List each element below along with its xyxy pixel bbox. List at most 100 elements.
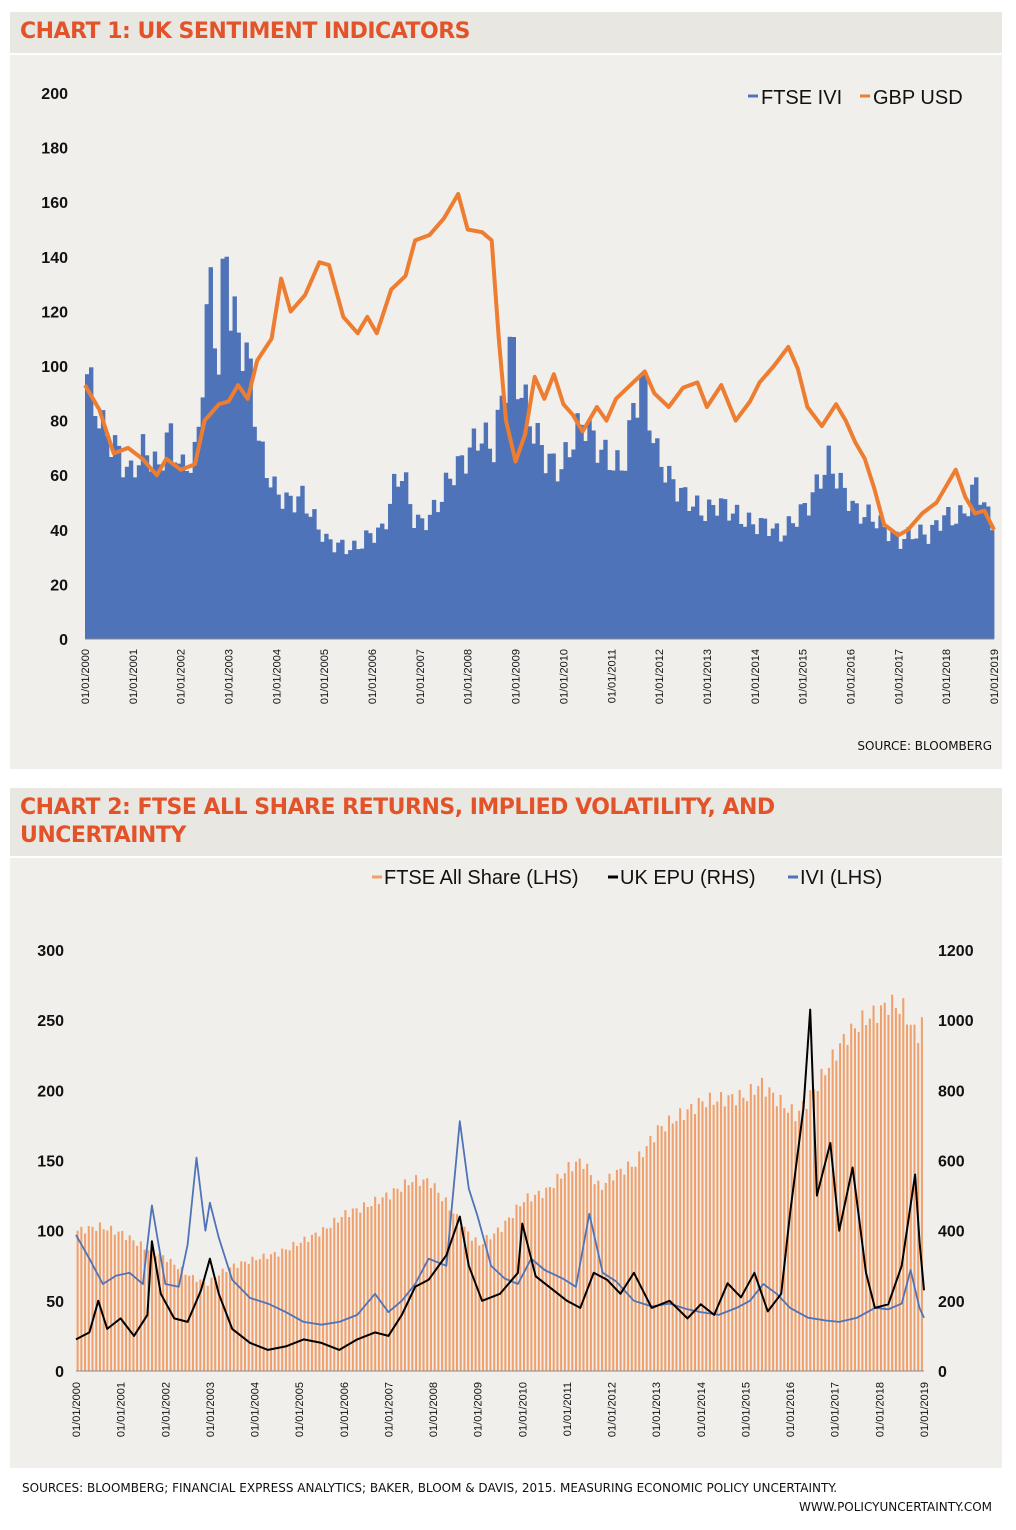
- chart2-y-left-tick: 300: [37, 943, 64, 960]
- ftse-all-share-bar: [243, 1261, 247, 1371]
- ftse-ivi-bar: [982, 502, 987, 639]
- ftse-ivi-bar: [248, 358, 253, 639]
- ftse-ivi-bar: [252, 426, 257, 639]
- ftse-ivi-bar: [714, 515, 720, 639]
- ftse-ivi-bar: [328, 539, 333, 639]
- ftse-all-share-bar: [433, 1183, 436, 1371]
- chart1-x-tick: 01/01/2013: [702, 649, 714, 704]
- ftse-all-share-bar: [556, 1173, 559, 1371]
- ftse-ivi-bar: [372, 542, 377, 639]
- chart2-y-right-tick: 1000: [938, 1013, 974, 1030]
- ftse-ivi-bar: [926, 543, 931, 639]
- ftse-ivi-bar: [495, 409, 501, 639]
- ftse-all-share-bar: [307, 1241, 310, 1371]
- chart2-y-right-tick: 200: [938, 1294, 965, 1311]
- ftse-all-share-bar: [355, 1208, 358, 1371]
- ftse-all-share-bar: [485, 1235, 488, 1371]
- ftse-all-share-bar: [188, 1275, 191, 1371]
- chart1-x-tick: 01/01/2002: [176, 649, 188, 704]
- ftse-all-share-bar: [560, 1178, 563, 1371]
- ftse-ivi-bar: [423, 530, 429, 639]
- ftse-all-share-bar: [779, 1094, 782, 1371]
- ftse-all-share-bar: [593, 1184, 596, 1371]
- ftse-ivi-bar: [930, 524, 935, 639]
- ftse-ivi-bar: [611, 470, 616, 639]
- ftse-ivi-bar: [467, 447, 473, 639]
- chart2-x-tick: 01/01/2014: [696, 1382, 708, 1437]
- ftse-ivi-bar: [384, 529, 389, 639]
- ftse-ivi-bar: [587, 420, 592, 639]
- chart2-x-tick: 01/01/2006: [339, 1382, 351, 1437]
- ftse-ivi-bar: [543, 473, 548, 639]
- ftse-all-share-bar: [165, 1262, 168, 1371]
- ftse-ivi-bar: [894, 531, 899, 639]
- chart2-sources-line1: SOURCES: BLOOMBERG; FINANCIAL EXPRESS AN…: [22, 1481, 838, 1495]
- ftse-ivi-bar: [691, 506, 696, 639]
- ftse-ivi-bar: [934, 520, 939, 639]
- ftse-ivi-bar: [591, 430, 596, 639]
- ftse-all-share-bar: [336, 1222, 339, 1371]
- chart1-y-tick: 160: [41, 195, 68, 212]
- ftse-ivi-bar: [886, 541, 891, 639]
- chart1-x-tick: 01/01/2001: [128, 649, 140, 704]
- ftse-ivi-bar: [324, 533, 329, 639]
- chart1-legend-label: FTSE IVI: [761, 87, 842, 109]
- ftse-all-share-bar: [522, 1202, 525, 1371]
- ftse-ivi-bar: [451, 485, 457, 639]
- chart2-x-tick: 01/01/2011: [562, 1382, 574, 1436]
- ftse-ivi-bar: [268, 487, 273, 639]
- ftse-ivi-bar: [260, 441, 265, 639]
- ftse-all-share-bar: [84, 1233, 87, 1371]
- ftse-all-share-bar: [757, 1086, 760, 1371]
- ftse-ivi-bar: [368, 533, 373, 639]
- chart1-x-tick: 01/01/2006: [367, 649, 379, 704]
- chart2-y-left-tick: 200: [37, 1083, 64, 1100]
- ftse-all-share-bar: [775, 1106, 778, 1371]
- ftse-all-share-bar: [753, 1094, 756, 1371]
- ftse-all-share-bar: [612, 1180, 615, 1371]
- uk-epu-line: [75, 1008, 925, 1351]
- ftse-ivi-bar: [356, 549, 361, 639]
- ftse-ivi-bar: [85, 374, 90, 639]
- ftse-ivi-bar: [519, 397, 524, 639]
- ftse-ivi-bar: [722, 499, 728, 639]
- ftse-all-share-bar: [162, 1255, 165, 1371]
- ftse-ivi-bar: [156, 464, 162, 639]
- ftse-ivi-bar: [184, 470, 190, 639]
- chart2-plot: 3002502001501005001200100080060040020000…: [37, 867, 974, 1437]
- ftse-all-share-bar: [206, 1285, 209, 1371]
- ftse-all-share-bar: [203, 1281, 206, 1371]
- ftse-ivi-bar: [427, 514, 433, 639]
- ftse-ivi-bar: [599, 449, 604, 639]
- ftse-all-share-bar: [429, 1188, 432, 1371]
- ftse-ivi-bar: [758, 518, 764, 639]
- chart2-x-tick: 01/01/2016: [785, 1382, 797, 1437]
- chart2-y-left-tick: 150: [37, 1154, 64, 1171]
- chart1-x-tick: 01/01/2005: [319, 649, 331, 704]
- ftse-ivi-bar: [140, 434, 146, 639]
- ftse-ivi-bar: [136, 465, 142, 639]
- ftse-all-share-bar: [798, 1110, 801, 1371]
- chart1-x-tick: 01/01/2008: [463, 649, 475, 704]
- ftse-ivi-bar: [627, 420, 632, 639]
- ftse-ivi-bar: [770, 528, 776, 639]
- ftse-all-share-bar: [482, 1244, 485, 1371]
- ftse-all-share-bar: [667, 1115, 671, 1371]
- chart1-y-tick: 100: [41, 359, 68, 376]
- ftse-ivi-bar: [595, 462, 600, 639]
- ftse-all-share-bar: [835, 1060, 838, 1371]
- ftse-all-share-bar: [214, 1277, 217, 1371]
- ftse-all-share-bar: [139, 1241, 142, 1371]
- ftse-ivi-bar: [746, 512, 752, 639]
- ftse-ivi-bar: [364, 530, 369, 639]
- ftse-ivi-bar: [559, 469, 564, 639]
- ftse-all-share-bar: [809, 1090, 812, 1371]
- ftse-all-share-bar: [734, 1105, 737, 1371]
- chart2-x-tick: 01/01/2019: [919, 1382, 931, 1437]
- ftse-ivi-bar: [316, 529, 321, 639]
- ftse-all-share-bar: [720, 1092, 723, 1371]
- ftse-ivi-bar: [579, 424, 584, 639]
- ftse-all-share-bar: [530, 1201, 533, 1371]
- chart2-y-right-tick: 1200: [938, 943, 974, 960]
